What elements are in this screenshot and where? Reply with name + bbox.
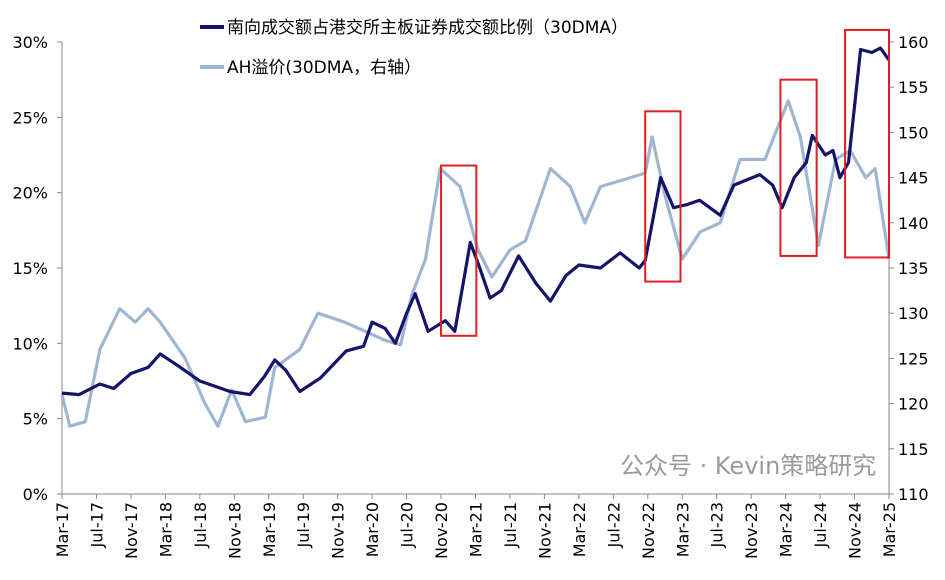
right-tick-label: 150 <box>898 123 929 142</box>
x-tick-label: Nov-23 <box>742 502 761 559</box>
watermark: 公众号 · Kevin策略研究 <box>620 452 876 480</box>
right-tick-label: 135 <box>898 259 929 278</box>
x-tick-label: Mar-22 <box>570 502 589 557</box>
highlight-box <box>779 78 818 257</box>
ah-premium-line <box>60 99 891 428</box>
x-tick-label: Nov-21 <box>535 502 554 559</box>
x-tick-label: Mar-21 <box>467 502 486 557</box>
x-tick-label: Mar-20 <box>363 502 382 557</box>
x-tick-label: Nov-24 <box>846 502 865 559</box>
x-tick-label: Jul-18 <box>191 502 210 548</box>
x-tick-label: Jul-22 <box>604 502 623 548</box>
right-tick-label: 120 <box>898 395 929 414</box>
right-tick-label: 160 <box>898 33 929 52</box>
x-tick-label: Jul-17 <box>87 502 106 548</box>
left-tick-label: 10% <box>12 334 48 353</box>
right-tick-label: 125 <box>898 349 929 368</box>
x-tick-label: Mar-24 <box>777 502 796 557</box>
legend-label-southbound: 南向成交额占港交所主板证券成交额比例（30DMA） <box>227 18 628 38</box>
x-tick-label: Jul-23 <box>708 502 727 548</box>
highlight-box <box>844 28 890 259</box>
annotation-boxes <box>440 28 890 337</box>
left-tick-label: 0% <box>23 485 48 504</box>
southbound-ratio-line <box>61 46 891 397</box>
x-tick-label: Jul-24 <box>811 502 830 548</box>
x-tick-label: Mar-19 <box>260 502 279 557</box>
right-tick-label: 140 <box>898 214 929 233</box>
legend-label-ah-premium: AH溢价(30DMA，右轴） <box>227 58 421 78</box>
x-tick-label: Mar-25 <box>880 502 899 557</box>
left-tick-label: 25% <box>12 108 48 127</box>
left-tick-label: 5% <box>23 410 48 429</box>
x-tick-label: Jul-20 <box>398 502 417 548</box>
x-tick-label: Mar-17 <box>53 502 72 557</box>
right-tick-label: 110 <box>898 485 929 504</box>
x-tick-label: Jul-21 <box>501 502 520 548</box>
right-tick-label: 130 <box>898 304 929 323</box>
legend: 南向成交额占港交所主板证券成交额比例（30DMA） AH溢价(30DMA，右轴） <box>200 18 628 78</box>
x-tick-label: Nov-18 <box>225 502 244 559</box>
left-tick-label: 30% <box>12 33 48 52</box>
x-tick-label: Mar-23 <box>673 502 692 557</box>
right-tick-label: 145 <box>898 169 929 188</box>
x-tick-label: Nov-22 <box>639 502 658 559</box>
series-layer <box>60 46 891 428</box>
x-tick-label: Nov-19 <box>329 502 348 559</box>
x-tick-label: Nov-17 <box>122 502 141 559</box>
highlight-box <box>644 110 682 283</box>
x-tick-label: Jul-19 <box>294 502 313 548</box>
right-tick-label: 115 <box>898 440 929 459</box>
x-tick-label: Mar-18 <box>156 502 175 557</box>
right-tick-label: 155 <box>898 78 929 97</box>
x-tick-label: Nov-20 <box>432 502 451 559</box>
left-tick-label: 15% <box>12 259 48 278</box>
highlight-box <box>440 164 478 337</box>
axes: 0% 5% 10% 15% 20% 25% 30% 110 115 120 125 130 135 140… <box>12 33 928 559</box>
left-tick-label: 20% <box>12 184 48 203</box>
